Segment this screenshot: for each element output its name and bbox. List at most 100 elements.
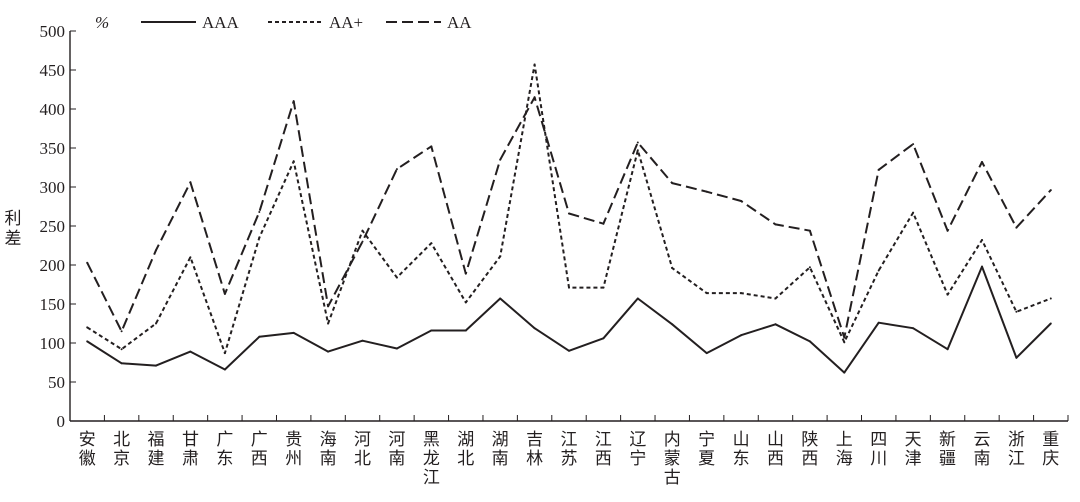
- data-point-aa: [361, 240, 364, 243]
- x-tick-label: 福建: [148, 430, 165, 469]
- x-tick-label-char: 龙: [423, 449, 440, 469]
- x-tick-label: 贵州: [285, 430, 302, 469]
- x-tick-label-char: 甘: [182, 430, 199, 450]
- data-point-aa-plus: [223, 352, 226, 355]
- data-point-aaa: [946, 348, 949, 351]
- x-tick-label: 湖北: [457, 430, 474, 469]
- x-tick-label: 浙江: [1008, 430, 1025, 469]
- data-point-aa-plus: [774, 297, 777, 300]
- data-point-aa-plus: [464, 301, 467, 304]
- x-tick-label: 天津: [905, 430, 922, 469]
- x-tick-label: 江西: [595, 430, 612, 469]
- data-point-aaa: [499, 297, 502, 300]
- data-point-aa: [671, 182, 674, 185]
- data-point-aa: [602, 222, 605, 225]
- data-point-aa-plus: [292, 160, 295, 163]
- x-tick-label-char: 苏: [561, 449, 578, 469]
- series-line-aa-plus: [86, 63, 1052, 355]
- x-tick-label: 辽宁: [629, 430, 646, 469]
- x-tick-label: 陕西: [801, 430, 818, 469]
- data-point-aaa: [361, 339, 364, 342]
- x-tick-label-char: 重: [1042, 430, 1059, 450]
- x-tick-label-char: 西: [251, 449, 268, 469]
- data-point-aa: [568, 212, 570, 215]
- data-point-aaa: [877, 321, 880, 324]
- x-tick-label: 湖南: [492, 430, 509, 469]
- data-point-aaa: [774, 323, 777, 326]
- x-tick-label-char: 建: [148, 449, 165, 469]
- data-point-aa: [533, 96, 536, 99]
- x-tick-label-char: 江: [561, 430, 578, 450]
- x-tick-label-char: 北: [113, 430, 130, 450]
- data-point-aa: [430, 145, 433, 148]
- x-tick-label: 广西: [251, 430, 268, 469]
- x-tick-label-char: 宁: [629, 449, 646, 469]
- data-point-aa-plus: [602, 286, 605, 289]
- data-point-aa-plus: [361, 229, 364, 232]
- y-tick-label: 0: [57, 412, 66, 431]
- data-point-aaa: [705, 352, 708, 355]
- x-tick-label-char: 东: [733, 449, 750, 469]
- data-point-aa-plus: [946, 293, 949, 296]
- y-tick-label: 400: [40, 100, 66, 119]
- data-point-aaa: [120, 362, 123, 365]
- x-tick-label: 四川: [870, 430, 887, 469]
- data-point-aa: [292, 100, 295, 103]
- data-point-aa: [189, 181, 192, 184]
- x-tick-label-char: 疆: [939, 449, 956, 469]
- data-point-aa-plus: [155, 322, 157, 325]
- data-point-aa-plus: [671, 267, 674, 270]
- y-axis-label-char: 差: [5, 229, 22, 249]
- legend-label: AA+: [329, 13, 363, 32]
- x-tick-label-char: 南: [388, 449, 405, 469]
- data-point-aaa: [808, 340, 811, 343]
- series-lines: [86, 63, 1052, 374]
- data-point-aaa: [740, 334, 743, 337]
- data-point-aa: [705, 190, 708, 193]
- data-point-aa: [1049, 189, 1052, 192]
- x-tick-label-char: 河: [388, 430, 405, 450]
- x-tick-label: 安徽: [79, 430, 96, 469]
- x-tick-label-char: 庆: [1042, 449, 1059, 469]
- x-tick-label-char: 江: [423, 468, 440, 488]
- data-point-aa-plus: [568, 286, 570, 289]
- data-point-aa: [774, 223, 777, 226]
- data-point-aa-plus: [395, 276, 398, 279]
- data-point-aa: [395, 168, 398, 171]
- x-tick-label-char: 津: [905, 449, 922, 469]
- x-tick-label: 广东: [216, 430, 233, 469]
- x-tick-label-char: 肃: [182, 449, 199, 469]
- x-tick-label: 吉林: [526, 430, 543, 469]
- data-point-aaa: [671, 323, 674, 326]
- y-tick-label: 450: [40, 61, 66, 80]
- y-axis-label: 利差: [5, 209, 22, 249]
- data-point-aa-plus: [1015, 310, 1018, 313]
- data-point-aa-plus: [877, 269, 880, 272]
- x-tick-label: 重庆: [1042, 430, 1059, 469]
- data-point-aaa: [223, 368, 226, 371]
- x-tick-label-char: 广: [251, 430, 268, 450]
- data-point-aaa: [464, 329, 467, 332]
- x-tick-label-char: 古: [664, 468, 681, 488]
- x-tick-label-char: 四: [870, 430, 887, 450]
- data-point-aa-plus: [705, 292, 708, 295]
- data-point-aaa: [430, 329, 433, 332]
- x-tick-label-char: 北: [457, 449, 474, 469]
- data-point-aa: [86, 261, 89, 264]
- y-axis-label-char: 利: [5, 209, 22, 229]
- x-tick-label-char: 上: [836, 430, 853, 450]
- x-tick-label-char: 福: [148, 430, 165, 450]
- x-tick-label-char: 北: [354, 449, 371, 469]
- legend: AAA AA+ AA: [141, 13, 472, 32]
- legend-label: AA: [447, 13, 472, 32]
- x-tick-label: 江苏: [561, 430, 578, 469]
- x-tick-label-char: 西: [767, 449, 784, 469]
- x-tick-label: 山西: [767, 430, 784, 469]
- y-tick-label: 150: [40, 295, 66, 314]
- data-point-aa: [499, 158, 502, 161]
- data-point-aaa: [292, 331, 295, 334]
- data-point-aa-plus: [499, 255, 502, 258]
- x-tick-label-char: 陕: [801, 430, 818, 450]
- x-tick-label: 宁夏: [698, 430, 715, 469]
- data-point-aa: [808, 229, 811, 232]
